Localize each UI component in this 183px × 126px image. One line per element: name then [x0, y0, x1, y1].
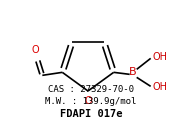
- Text: M.W. : 139.9g/mol: M.W. : 139.9g/mol: [45, 98, 137, 106]
- Text: OH: OH: [153, 52, 168, 62]
- Text: FDAPI 017e: FDAPI 017e: [60, 109, 122, 119]
- Text: OH: OH: [153, 82, 168, 92]
- Text: O: O: [84, 96, 92, 106]
- Text: B: B: [129, 67, 137, 77]
- Text: O: O: [31, 45, 39, 55]
- Text: CAS : 27329-70-0: CAS : 27329-70-0: [48, 86, 134, 94]
